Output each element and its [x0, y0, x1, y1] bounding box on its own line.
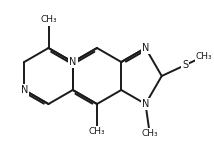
Text: CH₃: CH₃	[141, 129, 158, 138]
Text: CH₃: CH₃	[40, 16, 57, 25]
Text: CH₃: CH₃	[89, 127, 105, 136]
Text: N: N	[69, 57, 76, 67]
Text: N: N	[142, 99, 149, 109]
Text: N: N	[142, 43, 149, 53]
Text: N: N	[21, 85, 28, 95]
Text: S: S	[182, 60, 188, 70]
Text: CH₃: CH₃	[196, 52, 213, 61]
